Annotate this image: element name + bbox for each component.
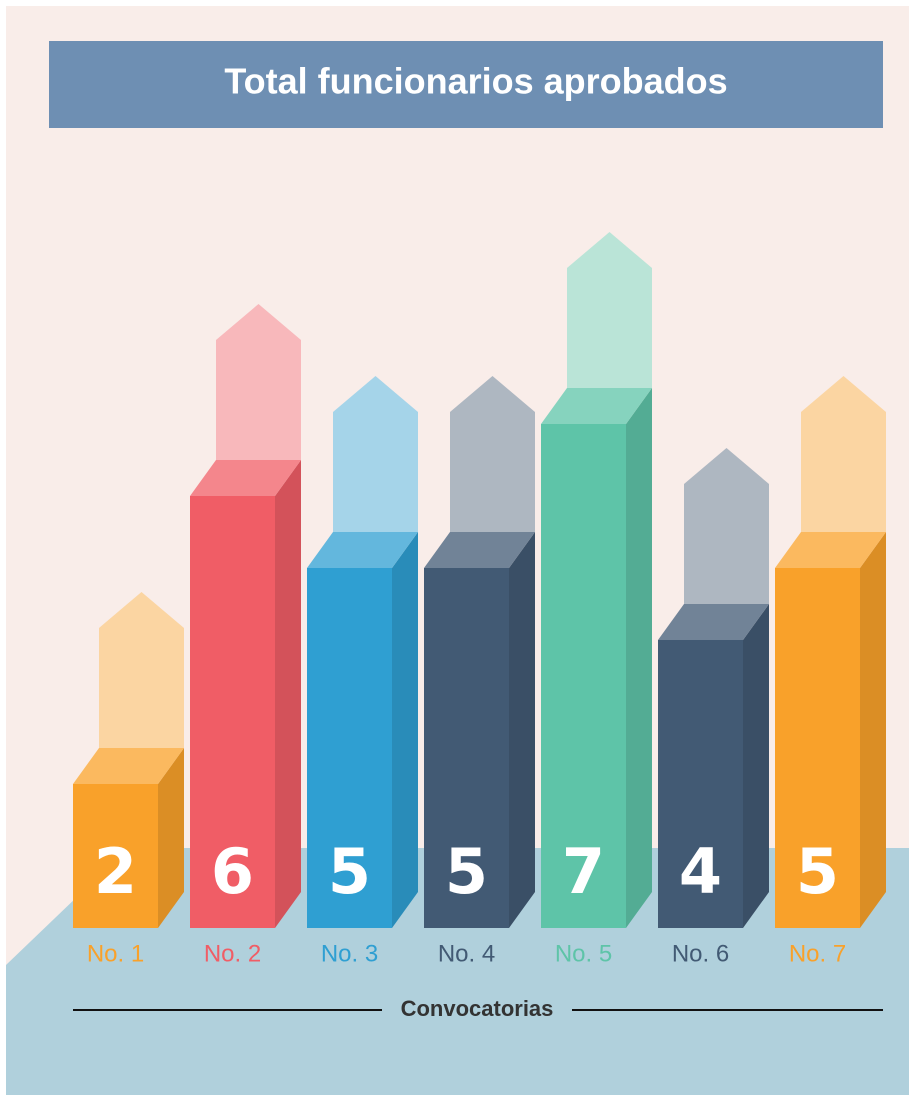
x-tick-label: No. 7 bbox=[789, 940, 846, 967]
value-label: 5 bbox=[445, 835, 488, 908]
value-label: 6 bbox=[211, 835, 254, 908]
value-label: 4 bbox=[679, 835, 722, 908]
x-tick-label: No. 2 bbox=[204, 940, 261, 967]
bar-top bbox=[307, 532, 418, 568]
bar-side bbox=[509, 532, 535, 928]
x-tick-label: No. 6 bbox=[672, 940, 729, 967]
value-label: 5 bbox=[328, 835, 371, 908]
x-tick-label: No. 3 bbox=[321, 940, 378, 967]
bar-side bbox=[743, 604, 769, 928]
ghost-arrow bbox=[684, 448, 769, 604]
bar-top bbox=[775, 532, 886, 568]
x-tick-label: No. 5 bbox=[555, 940, 612, 967]
bar-side bbox=[392, 532, 418, 928]
title-banner bbox=[49, 41, 883, 128]
value-label: 7 bbox=[562, 835, 605, 908]
bar bbox=[424, 568, 509, 928]
value-label: 5 bbox=[796, 835, 839, 908]
ghost-arrow bbox=[567, 232, 652, 388]
bar bbox=[73, 784, 158, 928]
bar-top bbox=[190, 460, 301, 496]
bar-side bbox=[158, 748, 184, 928]
bar bbox=[307, 568, 392, 928]
bar-top bbox=[658, 604, 769, 640]
value-label: 2 bbox=[94, 835, 137, 908]
ghost-arrow bbox=[801, 376, 886, 532]
ghost-arrow bbox=[99, 592, 184, 748]
bar-side bbox=[275, 460, 301, 928]
ghost-arrow bbox=[333, 376, 418, 532]
chart-title: Total funcionarios aprobados bbox=[224, 61, 727, 102]
bar bbox=[658, 640, 743, 928]
ghost-arrow bbox=[450, 376, 535, 532]
bar-top bbox=[73, 748, 184, 784]
bar-top bbox=[424, 532, 535, 568]
bar-top bbox=[541, 388, 652, 424]
x-tick-label: No. 4 bbox=[438, 940, 495, 967]
x-axis-label: Convocatorias bbox=[401, 996, 554, 1021]
bar-side bbox=[860, 532, 886, 928]
bar bbox=[775, 568, 860, 928]
bar bbox=[190, 496, 275, 928]
bar bbox=[541, 424, 626, 928]
bar-side bbox=[626, 388, 652, 928]
x-tick-label: No. 1 bbox=[87, 940, 144, 967]
ghost-arrow bbox=[216, 304, 301, 460]
